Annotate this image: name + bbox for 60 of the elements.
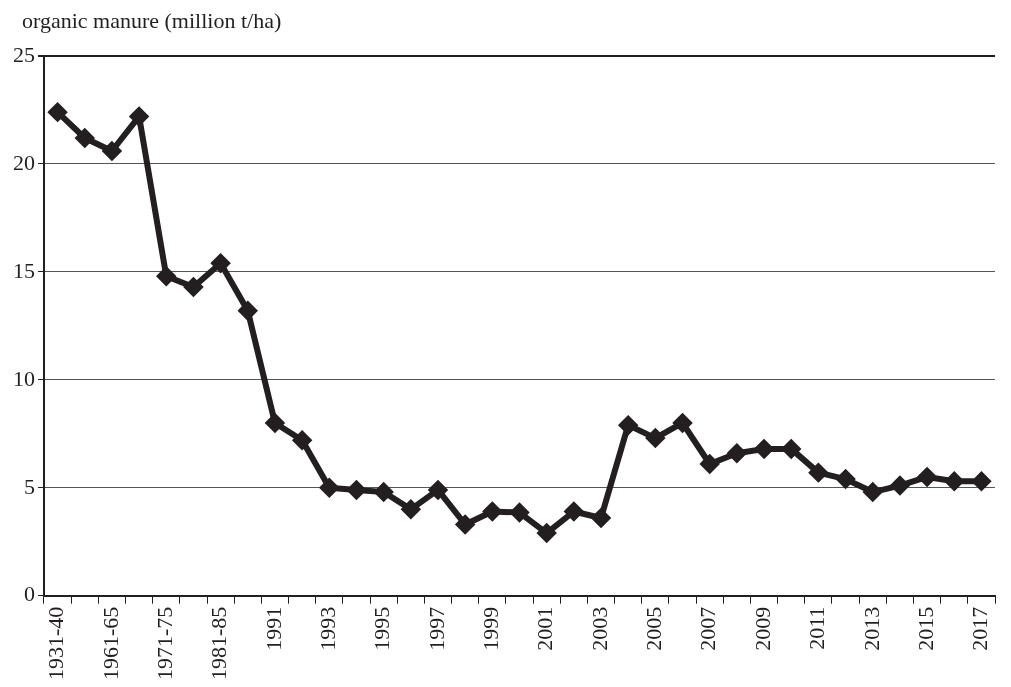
point	[130, 107, 149, 126]
x-tick-label: 2011	[804, 606, 830, 650]
point	[75, 129, 94, 148]
x-tick-label: 1931-40	[43, 606, 69, 680]
point	[157, 267, 176, 286]
point	[755, 439, 774, 458]
point	[972, 472, 991, 491]
y-tick-label: 0	[24, 581, 35, 607]
point	[537, 524, 556, 543]
point	[265, 413, 284, 432]
point	[48, 103, 67, 122]
x-tick-label: 2007	[695, 606, 721, 651]
point	[401, 500, 420, 519]
x-tick-label: 1991	[260, 606, 286, 651]
point	[673, 413, 692, 432]
x-tick-label: 1993	[315, 606, 341, 651]
point	[238, 301, 257, 320]
x-tick-label: 2015	[912, 606, 938, 651]
point	[456, 515, 475, 534]
point	[918, 467, 937, 486]
point	[619, 416, 638, 435]
y-tick-label: 25	[13, 41, 35, 67]
point	[184, 277, 203, 296]
point	[211, 254, 230, 273]
point	[347, 480, 366, 499]
point	[836, 470, 855, 489]
point	[592, 508, 611, 527]
x-tick-label: 1981-85	[206, 606, 232, 680]
point	[374, 483, 393, 502]
y-tick-label: 20	[13, 149, 35, 175]
x-tick-label: 2003	[586, 606, 612, 651]
x-tick-label: 1997	[423, 606, 449, 651]
point	[890, 476, 909, 495]
x-tick-label: 2013	[858, 606, 884, 651]
x-tick-label: 1995	[369, 606, 395, 651]
point	[510, 503, 529, 522]
y-axis-title: organic manure (million t/ha)	[22, 8, 282, 34]
x-tick-label: 1961-65	[97, 606, 123, 680]
x-tick-label: 1971-75	[152, 606, 178, 680]
point	[428, 480, 447, 499]
x-tick-label: 2005	[641, 606, 667, 651]
point	[945, 472, 964, 491]
point	[102, 141, 121, 160]
point	[320, 478, 339, 497]
point	[782, 439, 801, 458]
x-tick-label: 2001	[532, 606, 558, 651]
x-tick-label: 1999	[478, 606, 504, 651]
point	[863, 483, 882, 502]
point	[727, 444, 746, 463]
point	[293, 431, 312, 450]
y-tick-label: 5	[24, 473, 35, 499]
point	[564, 502, 583, 521]
y-tick-label: 10	[13, 365, 35, 391]
point	[646, 429, 665, 448]
point	[483, 502, 502, 521]
y-tick-label: 15	[13, 257, 35, 283]
x-tick-label: 2017	[967, 606, 993, 651]
point	[700, 454, 719, 473]
x-tick-label: 2009	[749, 606, 775, 651]
point	[809, 463, 828, 482]
